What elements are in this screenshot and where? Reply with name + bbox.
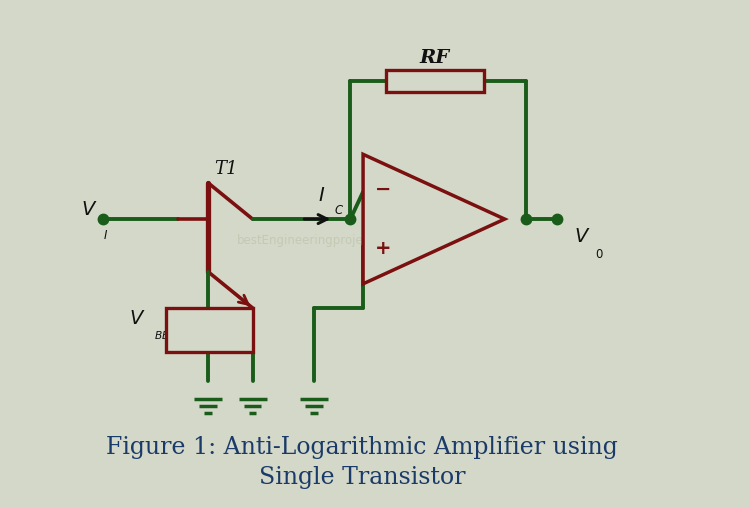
Text: $_{BE}$: $_{BE}$ xyxy=(154,328,171,342)
Text: +: + xyxy=(375,239,392,259)
Text: $I$: $I$ xyxy=(318,187,325,205)
Text: +: + xyxy=(172,306,189,325)
Text: $V$: $V$ xyxy=(574,228,590,246)
Bar xyxy=(386,71,484,92)
Text: $_I$: $_I$ xyxy=(103,225,108,241)
Text: $V$: $V$ xyxy=(130,310,146,328)
Text: $V$: $V$ xyxy=(81,201,97,219)
Bar xyxy=(166,308,252,353)
Text: bestEngineeringprojects.com: bestEngineeringprojects.com xyxy=(237,234,410,246)
Text: −: − xyxy=(375,180,392,199)
Text: RF: RF xyxy=(419,49,450,68)
Text: T1: T1 xyxy=(214,160,237,178)
Polygon shape xyxy=(363,154,505,284)
Text: $_C$: $_C$ xyxy=(335,200,345,216)
Text: $_0$: $_0$ xyxy=(595,244,604,261)
Text: Figure 1: Anti-Logarithmic Amplifier using
Single Transistor: Figure 1: Anti-Logarithmic Amplifier usi… xyxy=(106,436,618,489)
Text: −: − xyxy=(193,319,210,338)
